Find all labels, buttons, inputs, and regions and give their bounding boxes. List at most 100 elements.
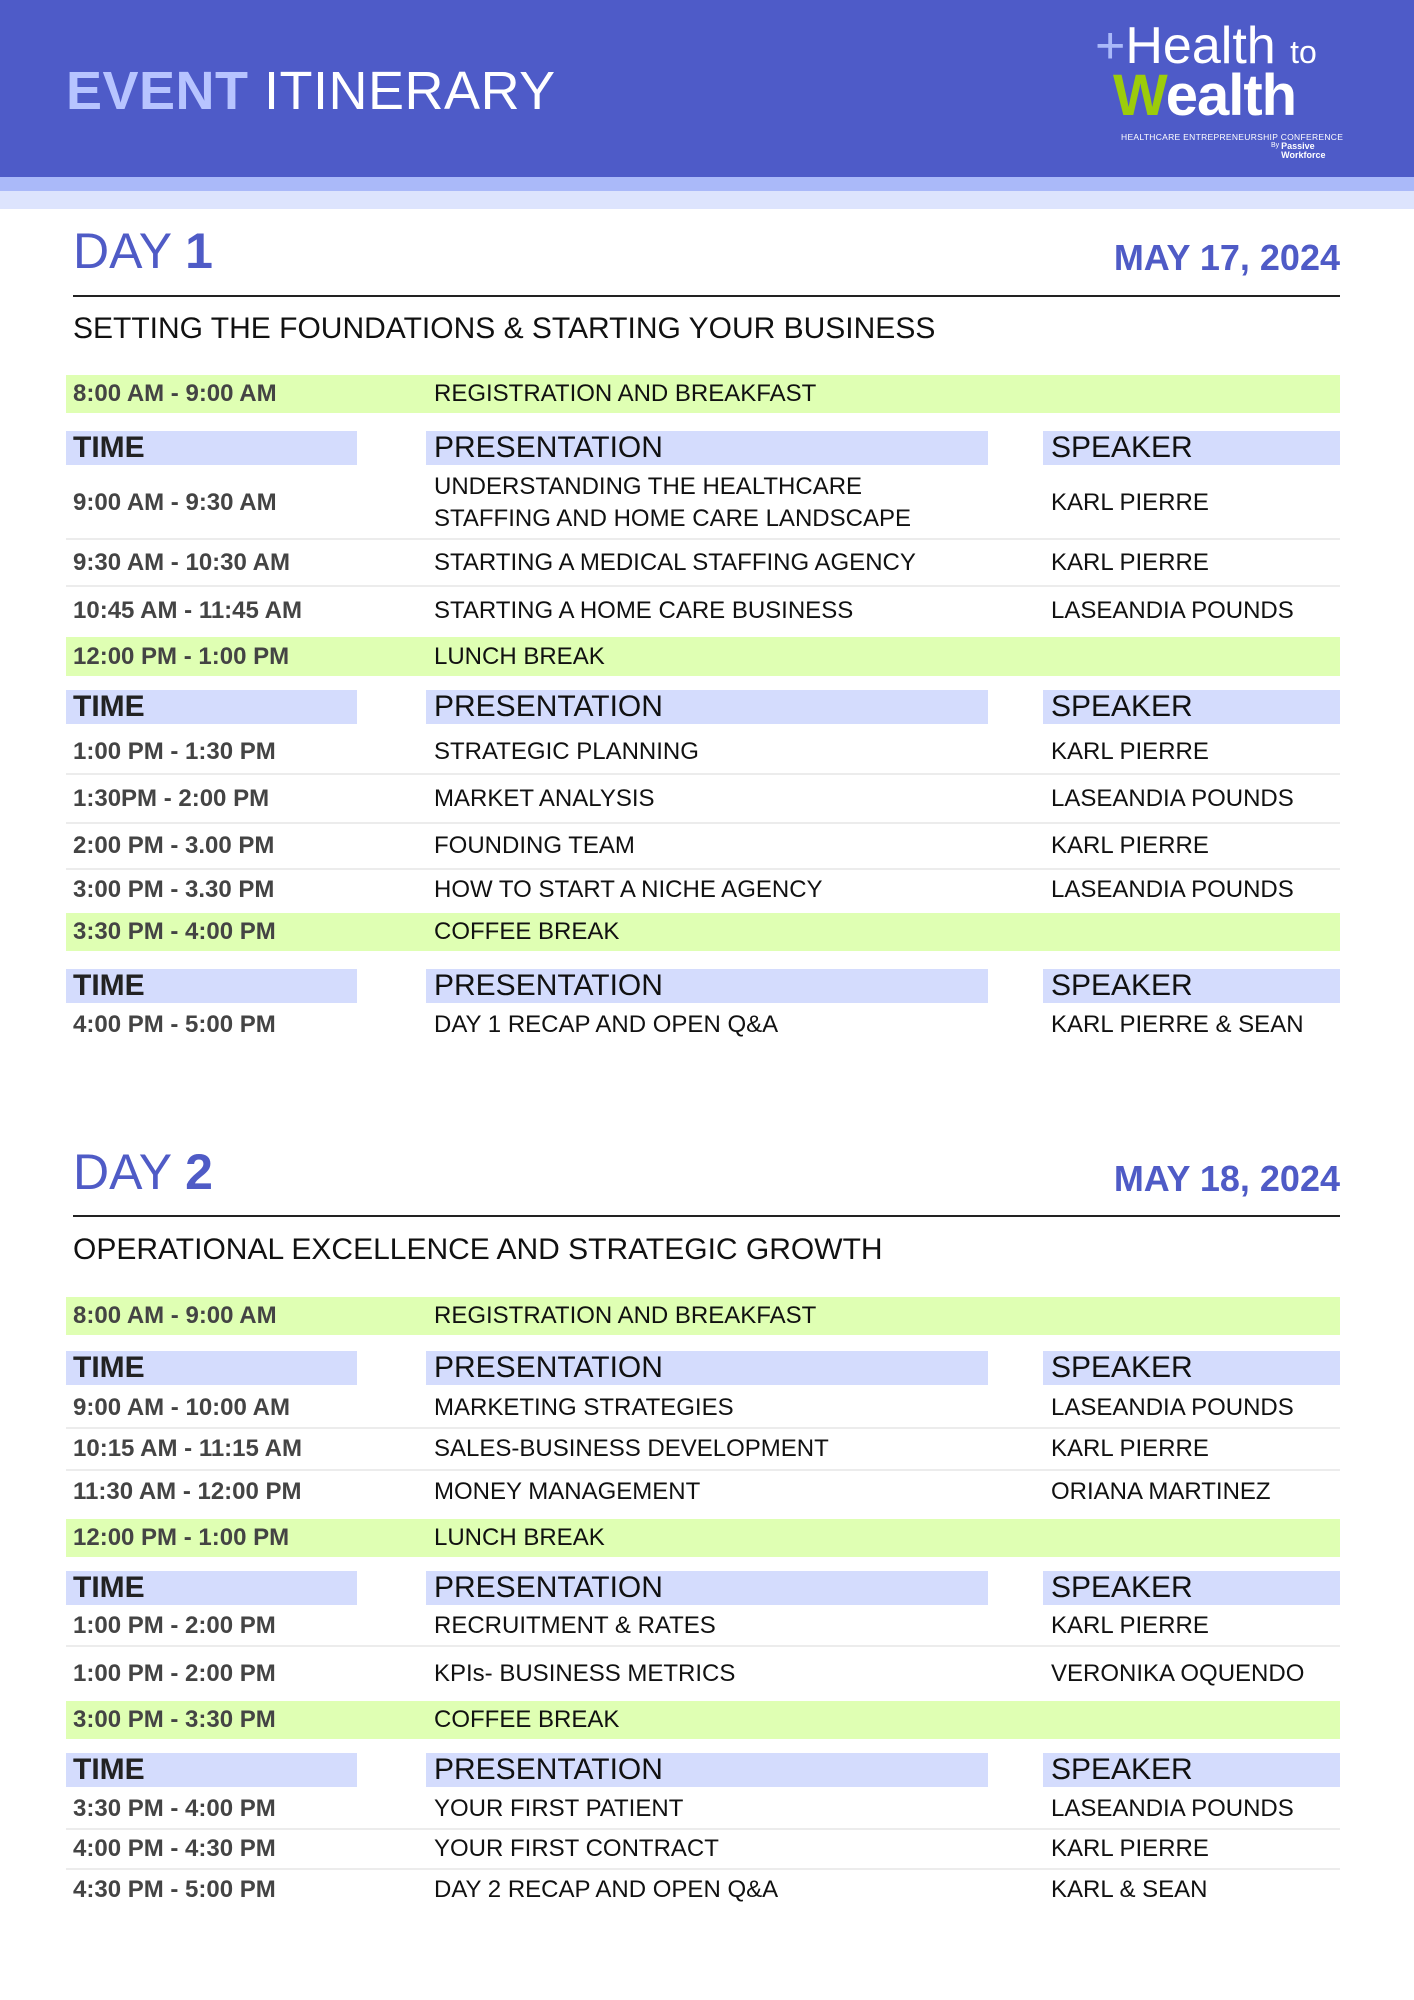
session-time: 9:00 AM - 9:30 AM — [73, 489, 277, 516]
break-row: 3:30 PM - 4:00 PM COFFEE BREAK — [66, 913, 1340, 951]
column-header-row: TIME PRESENTATION SPEAKER — [66, 690, 1340, 724]
session-speaker: ORIANA MARTINEZ — [1051, 1478, 1271, 1505]
column-header-bg — [426, 1753, 988, 1787]
title-bold: EVENT — [66, 61, 249, 121]
session-title: LUNCH BREAK — [434, 1524, 605, 1551]
column-header-bg — [1043, 431, 1340, 465]
session-time: 1:00 PM - 2:00 PM — [73, 1612, 276, 1639]
logo-company-2: Workforce — [1281, 150, 1326, 160]
day-theme: OPERATIONAL EXCELLENCE AND STRATEGIC GRO… — [73, 1233, 883, 1266]
session-time: 12:00 PM - 1:00 PM — [73, 1524, 290, 1551]
column-header-bg — [1043, 1753, 1340, 1787]
logo-company-1: Passive — [1281, 141, 1315, 151]
session-title: COFFEE BREAK — [434, 918, 620, 945]
column-header-bg — [426, 1571, 988, 1605]
column-header-time: TIME — [73, 969, 145, 1002]
session-row: 9:00 AM - 10:00 AM MARKETING STRATEGIES LA… — [66, 1389, 1340, 1429]
column-header-presentation: PRESENTATION — [434, 1351, 663, 1384]
day-theme: SETTING THE FOUNDATIONS & STARTING YOUR … — [73, 312, 936, 345]
session-time: 1:00 PM - 1:30 PM — [73, 738, 276, 765]
column-header-bg — [426, 969, 988, 1003]
column-header-speaker: SPEAKER — [1051, 1571, 1193, 1604]
session-title: SALES-BUSINESS DEVELOPMENT — [434, 1435, 829, 1462]
column-header-row: TIME PRESENTATION SPEAKER — [66, 969, 1340, 1003]
column-header-time: TIME — [73, 690, 145, 723]
header-stripe-light — [0, 191, 1414, 209]
break-row: 12:00 PM - 1:00 PM LUNCH BREAK — [66, 1519, 1340, 1557]
session-speaker: VERONIKA OQUENDO — [1051, 1660, 1305, 1687]
session-time: 3:00 PM - 3:30 PM — [73, 1706, 276, 1733]
day-date: MAY 17, 2024 — [1113, 237, 1340, 278]
column-header-speaker: SPEAKER — [1051, 690, 1193, 723]
session-speaker: KARL PIERRE — [1051, 832, 1209, 859]
column-header-row: TIME PRESENTATION SPEAKER — [66, 431, 1340, 465]
session-time: 3:00 PM - 3.30 PM — [73, 876, 275, 903]
session-row: 9:30 AM - 10:30 AM STARTING A MEDICAL STA… — [66, 540, 1340, 587]
session-speaker: LASEANDIA POUNDS — [1051, 784, 1294, 812]
session-speaker: KARL PIERRE — [1051, 489, 1209, 516]
session-title: UNDERSTANDING THE HEALTHCARE STAFFING AN… — [434, 473, 911, 532]
session-speaker: KARL PIERRE — [1051, 738, 1209, 765]
column-header-presentation: PRESENTATION — [434, 431, 663, 464]
session-title: YOUR FIRST PATIENT — [434, 1795, 684, 1822]
session-row: 10:15 AM - 11:15 AM SALES-BUSINESS DEVELO… — [66, 1429, 1340, 1471]
session-title: REGISTRATION AND BREAKFAST — [434, 380, 817, 407]
column-header-speaker: SPEAKER — [1051, 1351, 1193, 1384]
page-title: EVENT ITINERARY — [66, 60, 556, 122]
session-speaker: KARL & SEAN — [1051, 1876, 1208, 1903]
session-title: STARTING A HOME CARE BUSINESS — [434, 596, 854, 624]
session-title: STARTING A MEDICAL STAFFING AGENCY — [434, 548, 916, 576]
column-header-row: TIME PRESENTATION SPEAKER — [66, 1753, 1340, 1787]
logo-w: W — [1113, 63, 1167, 128]
session-time: 1:30PM - 2:00 PM — [73, 784, 270, 812]
session-title: REGISTRATION AND BREAKFAST — [434, 1302, 817, 1329]
session-row: 1:30PM - 2:00 PM MARKET ANALYSIS LASEANDIA… — [66, 775, 1340, 824]
column-header-bg — [1043, 690, 1340, 724]
column-header-bg — [66, 1571, 357, 1605]
session-time: 8:00 AM - 9:00 AM — [73, 1302, 277, 1329]
session-speaker: LASEANDIA POUNDS — [1051, 596, 1294, 624]
divider — [73, 1215, 1340, 1217]
logo-to: to — [1290, 34, 1317, 70]
column-header-time: TIME — [73, 1753, 145, 1786]
column-header-bg — [426, 1351, 988, 1385]
day-heading: DAY 1 — [73, 222, 213, 280]
session-speaker: KARL PIERRE — [1051, 1435, 1209, 1462]
session-title: COFFEE BREAK — [434, 1706, 620, 1733]
session-title: LUNCH BREAK — [434, 642, 605, 670]
column-header-row: TIME PRESENTATION SPEAKER — [66, 1571, 1340, 1605]
column-header-presentation: PRESENTATION — [434, 1571, 663, 1604]
session-time: 3:30 PM - 4:00 PM — [73, 1795, 276, 1822]
header-banner: EVENT ITINERARY +Health to Wealth HEALTH… — [0, 0, 1414, 177]
session-row: 1:00 PM - 1:30 PM STRATEGIC PLANNING KARL … — [66, 731, 1340, 775]
session-row: 4:30 PM - 5:00 PM DAY 2 RECAP AND OPEN Q&… — [66, 1870, 1340, 1910]
session-row: 3:00 PM - 3.30 PM HOW TO START A NICHE AG… — [66, 870, 1340, 910]
break-row: 8:00 AM - 9:00 AM REGISTRATION AND BREAKF… — [66, 1297, 1340, 1335]
column-header-time: TIME — [73, 1571, 145, 1604]
session-title: DAY 2 RECAP AND OPEN Q&A — [434, 1876, 779, 1903]
session-speaker: KARL PIERRE — [1051, 1612, 1209, 1639]
session-speaker: KARL PIERRE — [1051, 548, 1209, 576]
day-date: MAY 18, 2024 — [1113, 1158, 1340, 1199]
session-time: 4:00 PM - 5:00 PM — [73, 1011, 276, 1038]
session-speaker: LASEANDIA POUNDS — [1051, 1394, 1294, 1421]
session-title: RECRUITMENT & RATES — [434, 1612, 716, 1639]
column-header-bg — [1043, 969, 1340, 1003]
session-time: 3:30 PM - 4:00 PM — [73, 918, 276, 945]
divider — [73, 295, 1340, 297]
session-time: 4:00 PM - 4:30 PM — [73, 1835, 276, 1862]
session-time: 8:00 AM - 9:00 AM — [73, 380, 277, 407]
session-time: 2:00 PM - 3.00 PM — [73, 832, 275, 859]
column-header-bg — [66, 1351, 357, 1385]
session-title: YOUR FIRST CONTRACT — [434, 1835, 719, 1862]
session-time: 11:30 AM - 12:00 PM — [73, 1478, 302, 1505]
column-header-bg — [66, 431, 357, 465]
logo-plus: + — [1095, 17, 1126, 75]
column-header-bg — [66, 969, 357, 1003]
column-header-presentation: PRESENTATION — [434, 969, 663, 1002]
day-heading: DAY 2 — [73, 1143, 213, 1201]
session-row: 3:30 PM - 4:00 PM YOUR FIRST PATIENT LASEA… — [66, 1790, 1340, 1830]
column-header-time: TIME — [73, 431, 145, 464]
column-header-bg — [426, 431, 988, 465]
session-title: MARKET ANALYSIS — [434, 784, 655, 812]
